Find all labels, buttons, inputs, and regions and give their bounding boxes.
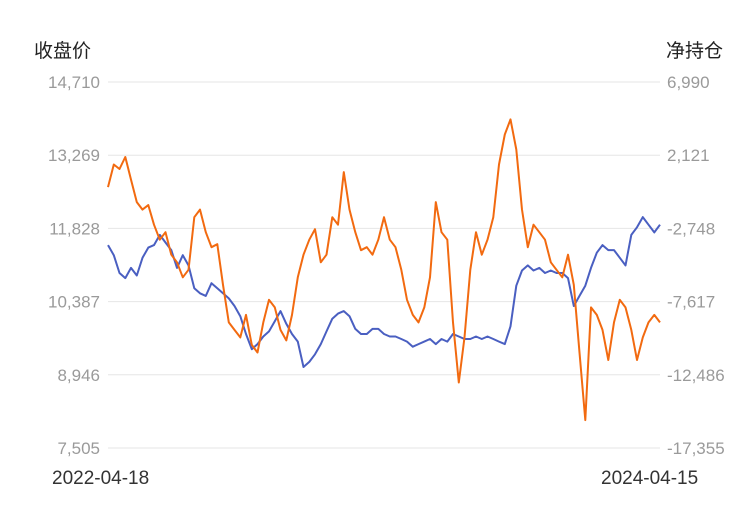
right-tick-label: -2,748 bbox=[667, 219, 715, 238]
left-axis-ticks: 14,710 13,269 11,828 10,387 8,946 7,505 bbox=[48, 73, 100, 458]
series-line-close bbox=[107, 216, 661, 368]
right-tick-label: 6,990 bbox=[667, 73, 710, 92]
left-tick-label: 8,946 bbox=[57, 366, 100, 385]
left-tick-label: 11,828 bbox=[49, 219, 100, 238]
series-line-net bbox=[107, 118, 661, 422]
right-tick-label: -7,617 bbox=[667, 293, 715, 312]
left-tick-label: 14,710 bbox=[48, 73, 100, 92]
right-tick-label: -17,355 bbox=[667, 439, 725, 458]
right-axis-ticks: 6,990 2,121 -2,748 -7,617 -12,486 -17,355 bbox=[667, 73, 725, 458]
x-start-date: 2022-04-18 bbox=[52, 468, 150, 489]
left-tick-label: 7,505 bbox=[57, 439, 100, 458]
gridlines bbox=[108, 81, 660, 449]
right-tick-label: -12,486 bbox=[667, 366, 725, 385]
right-tick-label: 2,121 bbox=[667, 146, 710, 165]
left-tick-label: 13,269 bbox=[48, 146, 100, 165]
series-lines bbox=[107, 118, 661, 422]
left-tick-label: 10,387 bbox=[48, 293, 100, 312]
left-axis-title: 收盘价 bbox=[34, 40, 92, 62]
right-axis-title: 净持仓 bbox=[666, 40, 724, 62]
x-end-date: 2024-04-15 bbox=[601, 468, 699, 489]
